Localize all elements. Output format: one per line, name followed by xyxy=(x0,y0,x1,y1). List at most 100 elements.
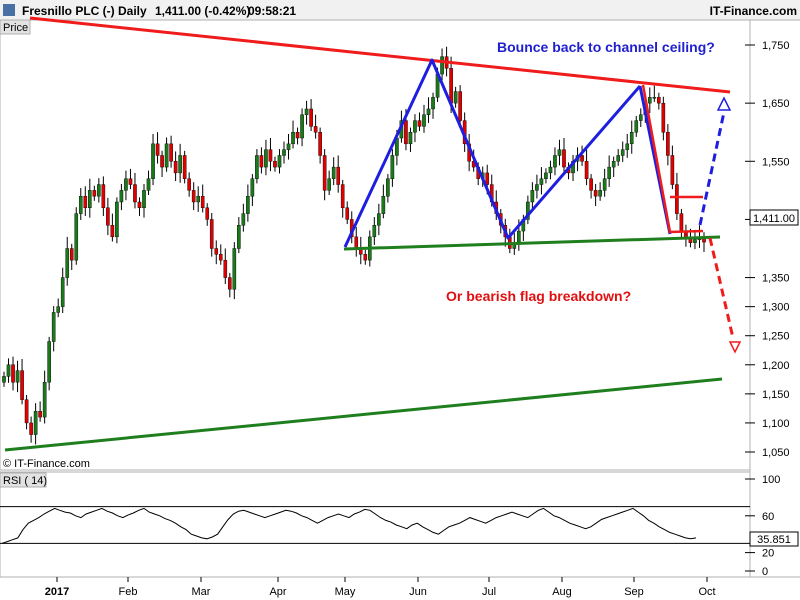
rsi-line xyxy=(1,507,697,544)
price-label-box xyxy=(0,19,31,35)
candle-body xyxy=(386,178,390,197)
candle-body xyxy=(169,143,173,162)
y-tick-label: 1,200 xyxy=(762,360,790,372)
candle-body xyxy=(449,68,453,104)
candle-body xyxy=(246,195,250,214)
y-tick-label: 1,650 xyxy=(762,98,790,110)
candle-body xyxy=(426,108,431,115)
candle-body xyxy=(670,155,675,185)
candle-body xyxy=(593,190,598,197)
candle-body xyxy=(666,132,670,156)
candle-body xyxy=(119,190,124,203)
candle-body xyxy=(458,91,462,121)
candle-body xyxy=(345,207,350,220)
x-tick-label: Feb xyxy=(119,586,138,598)
candle-body xyxy=(309,108,313,127)
candle-body xyxy=(282,149,286,156)
candle-body xyxy=(638,114,643,121)
candle-body xyxy=(69,248,74,261)
y-tick-label: 1,100 xyxy=(762,418,790,430)
candle-body xyxy=(74,213,79,261)
breakdown-annotation: Or bearish flag breakdown? xyxy=(446,288,631,304)
candle-body xyxy=(214,248,219,255)
candle-body xyxy=(232,248,237,290)
candle-body xyxy=(88,190,92,209)
candle-body xyxy=(629,132,634,145)
candle-body xyxy=(182,155,187,179)
candle-body xyxy=(526,201,530,220)
chart-drawings xyxy=(4,16,742,452)
time-x-axis: 2017 Feb Mar Apr May Jun Jul Aug Sep Oct xyxy=(45,577,716,598)
candle-body xyxy=(209,219,214,249)
candle-body xyxy=(589,178,593,191)
candle-body xyxy=(277,155,282,168)
bounce-annotation: Bounce back to channel ceiling? xyxy=(497,39,715,55)
header-bar xyxy=(0,0,800,20)
rsi-tick-label: 100 xyxy=(762,474,780,486)
x-tick-label: May xyxy=(335,586,356,598)
candle-body xyxy=(223,259,228,278)
y-tick-label: 1,550 xyxy=(762,156,790,168)
candle-body xyxy=(539,178,544,185)
candle-body xyxy=(340,184,345,209)
candle-body xyxy=(218,254,223,261)
candle-body xyxy=(178,155,182,174)
candle-body xyxy=(133,184,137,203)
candle-body xyxy=(322,155,327,191)
candle-body xyxy=(553,155,557,168)
copyright-text: © IT-Finance.com xyxy=(3,458,90,470)
candle-body xyxy=(83,195,88,209)
candle-body xyxy=(390,155,395,179)
rsi-y-axis: 100 60 20 0 xyxy=(0,474,780,578)
candle-body xyxy=(92,190,97,197)
candle-body xyxy=(661,102,666,133)
candle-body xyxy=(304,108,309,115)
candle-body xyxy=(625,143,630,150)
bounce-arrow-line xyxy=(698,111,726,226)
candle-body xyxy=(155,143,160,156)
candle-body xyxy=(598,190,602,197)
rsi-label-box xyxy=(0,472,47,488)
candle-body xyxy=(137,201,142,209)
rsi-tick-label: 60 xyxy=(762,511,774,523)
instrument-name: Fresnillo PLC (-) xyxy=(22,4,115,18)
y-tick-label: 1,250 xyxy=(762,331,790,343)
y-tick-label: 1,150 xyxy=(762,389,790,401)
candle-body xyxy=(616,155,620,162)
candle-body xyxy=(557,149,562,156)
candle-body xyxy=(241,213,246,226)
candle-body xyxy=(15,370,20,383)
channel-top-line xyxy=(29,16,731,94)
rsi-series xyxy=(1,507,697,544)
candle-body xyxy=(354,236,359,249)
candle-body xyxy=(205,207,210,220)
bounce-arrow-head-icon xyxy=(716,96,732,111)
candle-body xyxy=(372,225,377,238)
chart-menu-icon[interactable] xyxy=(3,4,15,16)
candle-body xyxy=(65,248,70,278)
candle-body xyxy=(331,166,336,179)
candle-body xyxy=(300,114,304,139)
candle-body xyxy=(417,120,422,127)
candle-body xyxy=(693,239,697,243)
candle-body xyxy=(101,184,106,209)
candle-body xyxy=(160,155,164,168)
candle-body xyxy=(602,178,607,191)
y-tick-label: 1,750 xyxy=(762,40,790,52)
candle-body xyxy=(440,56,444,75)
candle-body xyxy=(580,155,584,162)
candle-body xyxy=(187,178,191,191)
candle-body xyxy=(2,376,6,383)
candle-body xyxy=(20,370,24,400)
support-line xyxy=(343,235,721,251)
candle-body xyxy=(38,411,42,418)
candle-body xyxy=(675,184,679,214)
x-tick-label: Apr xyxy=(269,586,286,598)
candle-body xyxy=(327,178,331,191)
price-panel-label: Price xyxy=(3,22,28,34)
x-tick-label: Aug xyxy=(552,586,572,598)
rsi-tick-label: 20 xyxy=(762,548,774,560)
current-price-label: 1,411.00 xyxy=(753,213,795,225)
rsi-tick-label: 0 xyxy=(762,566,768,578)
candle-body xyxy=(584,161,589,179)
